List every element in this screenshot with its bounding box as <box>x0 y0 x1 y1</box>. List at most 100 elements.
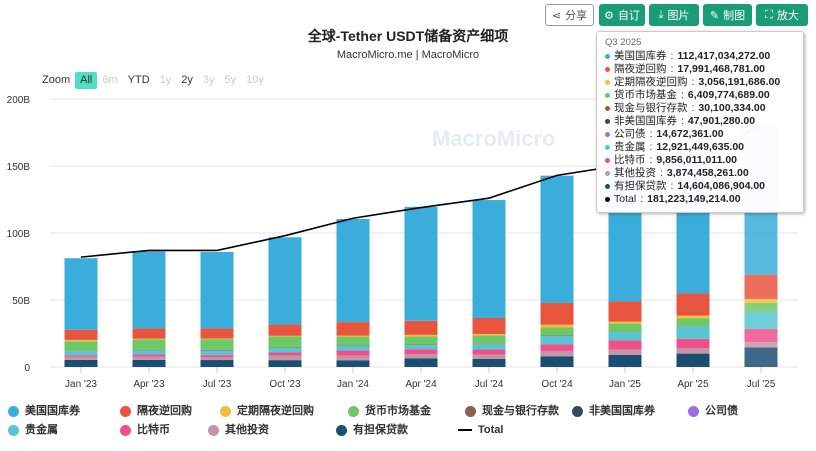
bar-segment[interactable] <box>336 335 370 337</box>
bar-segment[interactable] <box>336 350 370 356</box>
bar-segment[interactable] <box>268 360 302 367</box>
bar-segment[interactable] <box>472 358 506 367</box>
bar-segment[interactable] <box>540 336 574 345</box>
bar-segment[interactable] <box>540 175 574 303</box>
bar-segment[interactable] <box>404 320 438 335</box>
bar-segment[interactable] <box>540 344 574 351</box>
bar-segment[interactable] <box>132 354 166 357</box>
bar-segment[interactable] <box>404 345 438 350</box>
bar-segment[interactable] <box>472 335 506 344</box>
bar-segment[interactable] <box>336 336 370 346</box>
zoom-10y[interactable]: 10y <box>246 74 264 86</box>
zoom-1y[interactable]: 1y <box>159 74 172 86</box>
bar-segment[interactable] <box>540 327 574 336</box>
bar-segment[interactable] <box>472 349 506 355</box>
bar-segment[interactable] <box>200 339 234 350</box>
bar-segment[interactable] <box>404 336 438 345</box>
bar-segment[interactable] <box>676 318 710 327</box>
bar-segment[interactable] <box>676 326 710 339</box>
bar-segment[interactable] <box>200 338 234 340</box>
share-button[interactable]: ⋖ 分享 <box>545 4 594 26</box>
bar-segment[interactable] <box>336 345 370 351</box>
bar-segment[interactable] <box>200 360 234 367</box>
bar-segment[interactable] <box>540 302 574 325</box>
bar-segment[interactable] <box>676 315 710 319</box>
bar-segment[interactable] <box>132 251 166 329</box>
expand-button[interactable]: ⛶ 放大 <box>756 4 808 26</box>
legend-item[interactable]: 美国国库券 <box>8 404 80 418</box>
bar-segment[interactable] <box>64 329 98 340</box>
bar-segment[interactable] <box>744 329 778 343</box>
bar-segment[interactable] <box>608 349 642 355</box>
bar-segment[interactable] <box>472 334 506 336</box>
bar-segment[interactable] <box>472 343 506 350</box>
customize-button[interactable]: ⚙ 自订 <box>599 4 645 26</box>
bar-segment[interactable] <box>336 322 370 336</box>
zoom-3y[interactable]: 3y <box>202 74 215 86</box>
bar-segment[interactable] <box>744 298 778 304</box>
bar-segment[interactable] <box>472 200 506 318</box>
bar-segment[interactable] <box>336 218 370 323</box>
bar-segment[interactable] <box>404 349 438 355</box>
bar-segment[interactable] <box>472 317 506 335</box>
legend-item[interactable]: 隔夜逆回购 <box>120 404 192 418</box>
bar-segment[interactable] <box>676 338 710 349</box>
legend-item[interactable]: 贵金属 <box>8 423 58 437</box>
bar-segment[interactable] <box>64 359 98 367</box>
download-image-button[interactable]: ⤓ 图片 <box>649 4 699 26</box>
zoom-ytd[interactable]: YTD <box>127 74 150 86</box>
bar-segment[interactable] <box>744 342 778 348</box>
bar-segment[interactable] <box>132 328 166 339</box>
draw-chart-button[interactable]: ✎ 制图 <box>703 4 752 26</box>
bar-segment[interactable] <box>132 350 166 355</box>
bar-segment[interactable] <box>268 336 302 348</box>
bar-segment[interactable] <box>64 355 98 357</box>
bar-segment[interactable] <box>336 360 370 367</box>
bar-segment[interactable] <box>268 335 302 337</box>
bar-segment[interactable] <box>404 334 438 337</box>
legend-item[interactable]: 定期隔夜逆回购 <box>220 404 314 418</box>
bar-segment[interactable] <box>132 338 166 340</box>
zoom-2y[interactable]: 2y <box>181 74 193 86</box>
bar-segment[interactable] <box>608 340 642 350</box>
bar-segment[interactable] <box>676 348 710 354</box>
legend-item[interactable]: 现金与银行存款 <box>465 404 559 418</box>
legend-item[interactable]: 货币市场基金 <box>348 404 431 418</box>
bar-segment[interactable] <box>608 332 642 341</box>
bar-segment[interactable] <box>64 356 98 360</box>
bar-segment[interactable] <box>64 258 98 330</box>
bar-segment[interactable] <box>744 274 778 299</box>
bar-segment[interactable] <box>64 341 98 351</box>
bar-segment[interactable] <box>132 356 166 360</box>
bar-segment[interactable] <box>676 353 710 367</box>
bar-segment[interactable] <box>200 355 234 358</box>
zoom-6m[interactable]: 6m <box>102 74 118 86</box>
bar-segment[interactable] <box>268 355 302 361</box>
bar-segment[interactable] <box>472 354 506 359</box>
legend-item[interactable]: 比特币 <box>120 423 170 437</box>
bar-segment[interactable] <box>608 301 642 322</box>
bar-segment[interactable] <box>268 237 302 325</box>
legend-item-total[interactable]: Total <box>458 423 503 437</box>
bar-segment[interactable] <box>540 350 574 357</box>
bar-segment[interactable] <box>200 350 234 352</box>
bar-segment[interactable] <box>64 351 98 356</box>
bar-segment[interactable] <box>608 323 642 332</box>
zoom-all[interactable]: All <box>75 72 98 89</box>
bar-segment[interactable] <box>404 206 438 321</box>
bar-segment[interactable] <box>132 359 166 367</box>
bar-segment[interactable] <box>676 293 710 316</box>
bar-segment[interactable] <box>744 347 778 367</box>
bar-segment[interactable] <box>200 351 234 356</box>
bar-segment[interactable] <box>540 324 574 328</box>
bar-segment[interactable] <box>404 354 438 359</box>
bar-segment[interactable] <box>404 358 438 367</box>
bar-segment[interactable] <box>540 356 574 367</box>
legend-item[interactable]: 非美国国库券 <box>572 404 655 418</box>
bar-segment[interactable] <box>132 339 166 350</box>
bar-segment[interactable] <box>744 303 778 312</box>
bar-segment[interactable] <box>336 355 370 361</box>
bar-segment[interactable] <box>200 252 234 329</box>
legend-item[interactable]: 公司债 <box>688 404 738 418</box>
bar-segment[interactable] <box>268 348 302 353</box>
